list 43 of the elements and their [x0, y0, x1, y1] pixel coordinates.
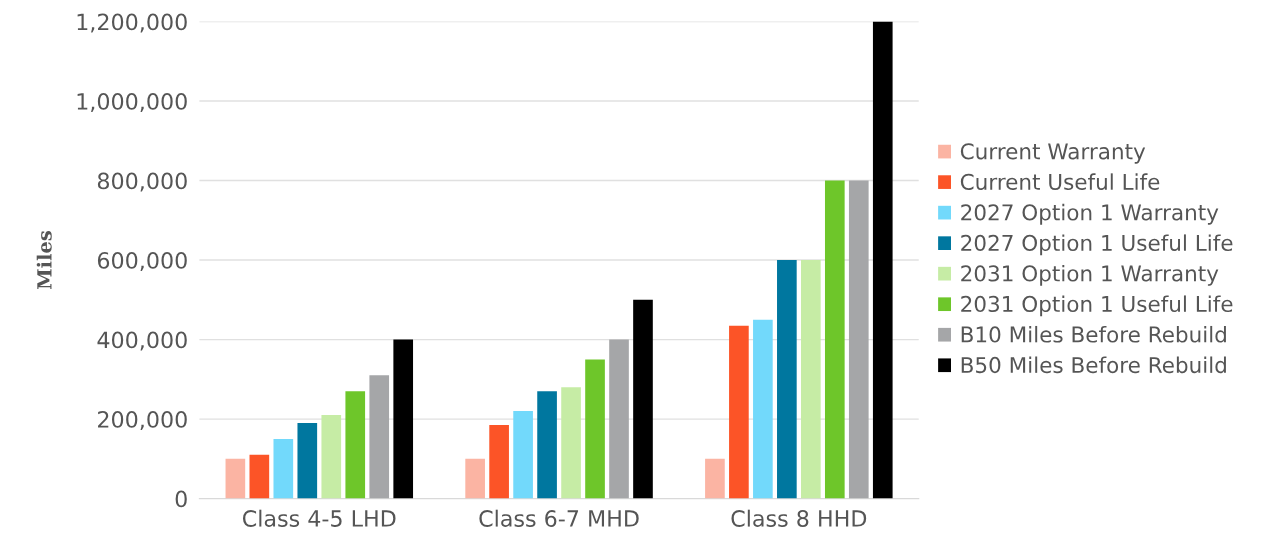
legend-label: 2031 Option 1 Useful Life: [961, 295, 1233, 317]
bar: [273, 438, 294, 499]
legend-label: 2027 Option 1 Warranty: [961, 203, 1219, 225]
bar: [801, 260, 821, 499]
legend-label: B50 Miles Before Rebuild: [961, 356, 1226, 374]
x-tick-label: Class 4-5 LHD: [242, 509, 396, 527]
legend-label: Current Warranty: [960, 143, 1146, 164]
bar: [848, 180, 869, 499]
bar: [561, 387, 581, 499]
bar: [489, 425, 509, 499]
bar: [609, 339, 629, 499]
bar: [225, 458, 246, 499]
y-tick-label: 0: [175, 490, 187, 508]
legend-label: 2031 Option 1 Warranty: [961, 264, 1219, 286]
x-tick-label: Class 8 HHD: [731, 509, 867, 527]
legend-label: 2027 Option 1 Useful Life: [961, 234, 1233, 256]
bar: [537, 391, 557, 499]
bar: [824, 180, 845, 499]
x-tick-label: Class 6-7 MHD: [479, 509, 639, 527]
bar: [249, 454, 270, 499]
bar: [393, 339, 414, 499]
bar: [705, 458, 725, 499]
y-axis-title: Miles: [36, 231, 52, 290]
bar: [345, 391, 366, 499]
bar: [729, 325, 749, 499]
y-tick-label: 600,000: [97, 252, 187, 272]
legend-label: B10 Miles Before Rebuild: [961, 325, 1226, 343]
y-tick-label: 1,200,000: [77, 13, 187, 33]
bar: [297, 423, 318, 499]
bar: [872, 21, 893, 499]
y-tick-label: 1,000,000: [77, 93, 187, 113]
y-tick-label: 200,000: [98, 411, 187, 431]
bar: [513, 411, 533, 499]
bar: [633, 299, 653, 499]
y-tick-label: 800,000: [97, 172, 187, 192]
bar: [777, 260, 797, 499]
y-tick-label: 400,000: [97, 331, 187, 351]
bar: [585, 359, 605, 499]
bar: [369, 375, 390, 499]
legend-label: Current Useful Life: [960, 173, 1160, 191]
bar: [753, 319, 773, 499]
bar: [321, 415, 342, 499]
bar: [465, 458, 485, 499]
